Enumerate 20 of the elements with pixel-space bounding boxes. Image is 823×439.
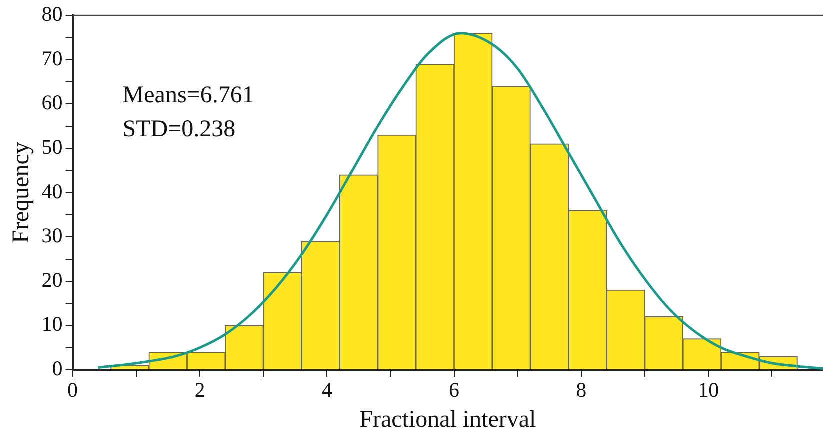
x-tick-label: 10 bbox=[698, 378, 720, 402]
annotation: STD=0.238 bbox=[122, 116, 236, 143]
x-tick-label: 2 bbox=[194, 378, 206, 402]
annotation: Means=6.761 bbox=[122, 82, 254, 109]
x-tick-label: 8 bbox=[576, 378, 587, 402]
y-tick-label: 20 bbox=[42, 268, 63, 292]
y-tick-label: 0 bbox=[52, 356, 63, 381]
y-tick-label: 80 bbox=[42, 2, 63, 26]
y-tick-label: 30 bbox=[42, 224, 63, 248]
y-axis-title: Frequency bbox=[8, 142, 35, 244]
y-tick-label: 50 bbox=[42, 135, 63, 160]
y-tick-label: 10 bbox=[42, 312, 63, 336]
y-tick-label: 60 bbox=[42, 90, 63, 115]
x-axis-title: Fractional interval bbox=[360, 406, 537, 433]
y-tick-label: 70 bbox=[42, 46, 63, 70]
x-tick-label: 0 bbox=[68, 378, 78, 402]
line-series bbox=[96, 32, 823, 370]
x-tick-label: 6 bbox=[449, 378, 460, 402]
x-tick-label: 4 bbox=[322, 378, 333, 402]
y-tick-label: 40 bbox=[42, 179, 63, 204]
